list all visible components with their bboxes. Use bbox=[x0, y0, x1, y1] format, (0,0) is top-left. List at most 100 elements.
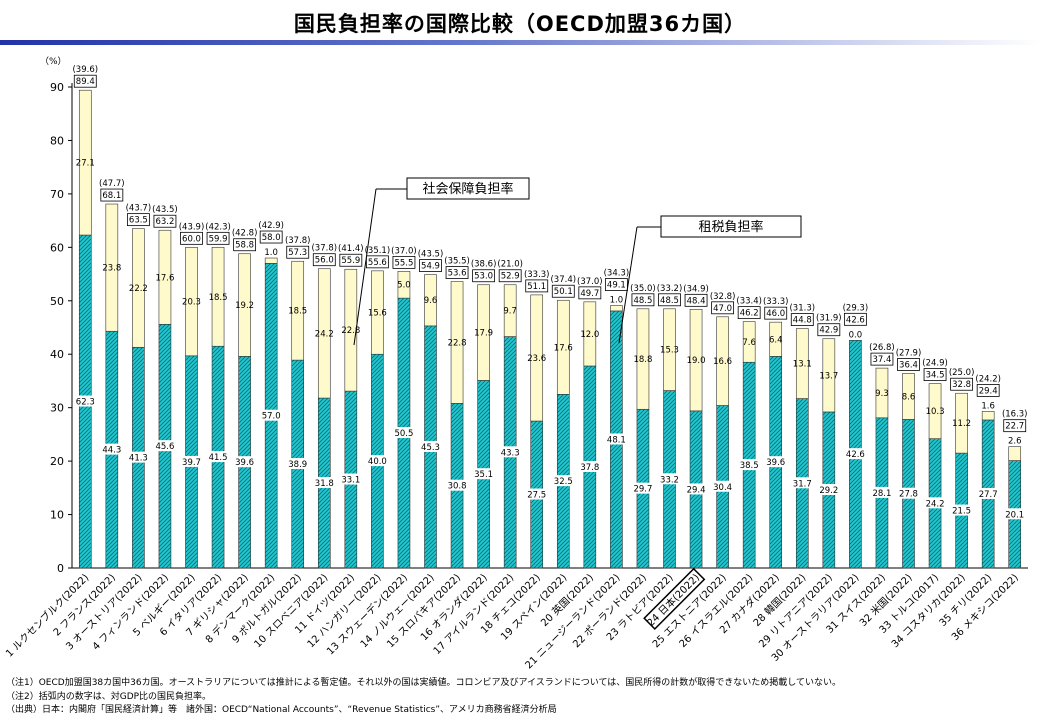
gdp-ratio-label: (16.3) bbox=[1002, 410, 1028, 420]
gdp-ratio-label: (42.8) bbox=[232, 229, 258, 239]
tax-label-bg bbox=[898, 487, 919, 499]
bar-social bbox=[689, 309, 703, 412]
bar-social bbox=[875, 367, 889, 419]
bar-social bbox=[477, 284, 490, 381]
total-label-box bbox=[843, 312, 867, 326]
total-value-label: 55.6 bbox=[368, 258, 387, 268]
tax-label-bg bbox=[978, 487, 999, 499]
social-value-label: 17.9 bbox=[474, 329, 493, 339]
social-value-label: 20.3 bbox=[182, 298, 201, 308]
gdp-ratio-label: (24.2) bbox=[975, 374, 1001, 384]
gdp-ratio-label: (27.9) bbox=[896, 348, 922, 358]
gdp-ratio-label: (37.0) bbox=[577, 277, 603, 287]
y-tick-label: 70 bbox=[50, 188, 64, 201]
total-value-label: 68.1 bbox=[102, 191, 121, 201]
tax-label-bg bbox=[712, 480, 733, 492]
tax-label-bg bbox=[500, 446, 521, 458]
tax-value-label: 41.5 bbox=[209, 453, 228, 463]
y-tick-label: 60 bbox=[50, 241, 64, 254]
bar-social bbox=[583, 301, 597, 367]
social-value-label: 23.8 bbox=[102, 264, 121, 274]
gdp-ratio-label: (33.3) bbox=[763, 297, 789, 307]
tax-value-label: 48.1 bbox=[607, 435, 626, 445]
total-label-box bbox=[897, 358, 920, 371]
total-value-label: 29.4 bbox=[979, 386, 998, 396]
tax-value-label: 45.6 bbox=[155, 442, 174, 452]
bar-social bbox=[158, 229, 172, 325]
gdp-ratio-label: (33.2) bbox=[657, 284, 683, 294]
total-label-box bbox=[100, 188, 124, 202]
bar-social bbox=[424, 274, 437, 327]
y-tick-label: 30 bbox=[50, 402, 64, 415]
total-label-box bbox=[419, 259, 442, 272]
social-value-label: 1.0 bbox=[264, 248, 278, 258]
tax-value-label: 38.9 bbox=[288, 460, 307, 470]
total-label-box bbox=[684, 293, 708, 307]
total-label-box bbox=[631, 293, 655, 307]
gdp-ratio-label: (25.0) bbox=[949, 368, 975, 378]
total-label-box bbox=[658, 293, 681, 307]
social-value-label: 22.8 bbox=[341, 326, 360, 336]
callout-social-text: 社会保障負担率 bbox=[422, 181, 513, 197]
tax-label-bg bbox=[871, 486, 892, 498]
bar-social bbox=[211, 247, 225, 347]
tax-value-label: 42.6 bbox=[846, 450, 865, 460]
tax-label-bg bbox=[606, 433, 627, 445]
total-value-label: 37.4 bbox=[872, 355, 891, 365]
bar-social bbox=[317, 268, 331, 399]
total-value-label: 36.4 bbox=[899, 360, 918, 370]
y-tick-label: 50 bbox=[50, 295, 64, 308]
tax-value-label: 20.1 bbox=[1005, 510, 1024, 520]
gdp-ratio-label: (37.0) bbox=[391, 246, 417, 256]
tax-label-bg bbox=[579, 460, 600, 472]
y-tick-label: 40 bbox=[50, 348, 64, 361]
note-1: （注1）OECD加盟国38カ国中36カ国。オーストラリアについては推計による暫定… bbox=[6, 678, 842, 688]
total-value-label: 34.5 bbox=[926, 371, 945, 381]
total-label-box bbox=[339, 253, 363, 267]
tax-label-bg bbox=[526, 488, 547, 500]
social-value-label: 18.8 bbox=[633, 355, 652, 365]
total-label-box bbox=[286, 245, 310, 259]
tax-label-bg bbox=[287, 458, 308, 470]
total-value-label: 46.2 bbox=[740, 309, 759, 319]
tax-value-label: 33.1 bbox=[341, 476, 360, 486]
total-value-label: 47.0 bbox=[713, 304, 732, 314]
total-label-box bbox=[950, 377, 974, 391]
total-value-label: 58.0 bbox=[262, 233, 281, 243]
tax-label-bg bbox=[447, 479, 468, 491]
gdp-ratio-label: (38.6) bbox=[471, 260, 497, 270]
gdp-ratio-label: (47.7) bbox=[99, 179, 125, 189]
tax-label-bg bbox=[340, 473, 361, 485]
total-value-label: 51.1 bbox=[527, 282, 546, 292]
social-value-label: 27.1 bbox=[76, 159, 95, 169]
title-underline bbox=[0, 40, 1040, 45]
total-label-box bbox=[153, 214, 177, 228]
total-label-box bbox=[312, 253, 336, 267]
total-label-box bbox=[445, 266, 469, 279]
social-value-label: 2.6 bbox=[1008, 437, 1022, 447]
total-value-label: 53.0 bbox=[474, 272, 493, 282]
total-value-label: 50.1 bbox=[554, 287, 573, 297]
total-label-box bbox=[498, 269, 522, 283]
tax-value-label: 39.6 bbox=[235, 458, 254, 468]
gdp-ratio-label: (35.0) bbox=[630, 284, 656, 294]
gdp-ratio-label: (34.3) bbox=[604, 269, 630, 279]
bar-social bbox=[795, 328, 809, 399]
gdp-ratio-label: (37.8) bbox=[311, 244, 337, 254]
bar-social bbox=[928, 383, 942, 439]
total-value-label: 57.3 bbox=[288, 248, 307, 258]
total-value-label: 22.7 bbox=[1005, 422, 1024, 432]
tax-value-label: 45.3 bbox=[421, 443, 440, 453]
tax-value-label: 57.0 bbox=[262, 412, 281, 422]
total-label-box bbox=[180, 231, 203, 245]
tax-label-bg bbox=[792, 477, 813, 489]
tax-label-bg bbox=[367, 455, 388, 467]
total-label-box bbox=[737, 306, 761, 320]
y-tick-label: 80 bbox=[50, 134, 64, 147]
social-value-label: 15.6 bbox=[368, 309, 387, 319]
bar-social bbox=[371, 270, 384, 355]
total-label-box bbox=[233, 238, 257, 252]
tax-value-label: 37.8 bbox=[580, 463, 599, 473]
social-value-label: 13.7 bbox=[819, 371, 838, 381]
callout-tax-leader bbox=[618, 226, 638, 344]
